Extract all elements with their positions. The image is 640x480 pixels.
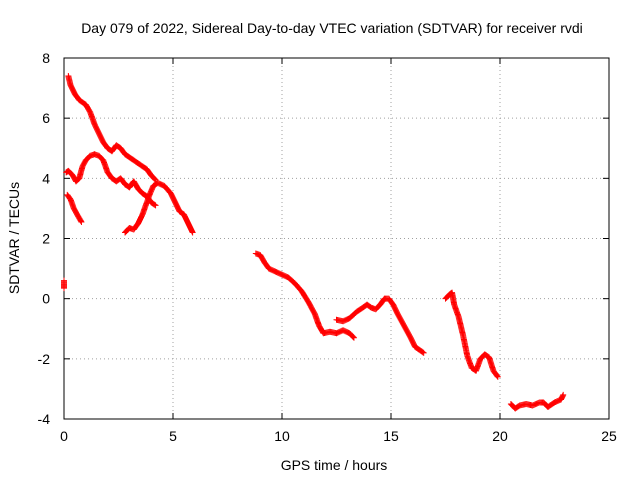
- data-point: [494, 373, 501, 380]
- y-tick-label: -4: [38, 411, 51, 427]
- data-point: [78, 218, 85, 225]
- data-point: [151, 201, 158, 208]
- data-point: [494, 373, 501, 380]
- data-point: [152, 202, 159, 209]
- data-point: [189, 229, 196, 236]
- chart-title: Day 079 of 2022, Sidereal Day-to-day VTE…: [81, 20, 583, 36]
- y-tick-label: 6: [42, 110, 50, 126]
- x-axis-label: GPS time / hours: [281, 457, 388, 473]
- data-point: [560, 391, 567, 398]
- data-point: [350, 334, 357, 341]
- y-tick-label: 8: [42, 50, 50, 66]
- y-tick-label: 2: [42, 231, 50, 247]
- y-tick-label: 4: [42, 170, 50, 186]
- x-tick-label: 5: [169, 428, 177, 444]
- y-tick-label: 0: [42, 291, 50, 307]
- x-tick-label: 15: [383, 428, 399, 444]
- grid-lines: [64, 58, 609, 419]
- data-point: [350, 334, 357, 341]
- data-points: [61, 73, 567, 412]
- y-axis-label: SDTVAR / TECUs: [6, 182, 22, 294]
- x-tick-label: 25: [601, 428, 617, 444]
- data-point: [151, 176, 158, 183]
- tick-labels: 0 5 10 15 20 25 -4 -2 0 2 4 6 8: [38, 50, 617, 444]
- x-tick-label: 10: [274, 428, 290, 444]
- data-point: [77, 218, 84, 225]
- data-point: [419, 349, 426, 356]
- y-tick-label: -2: [38, 351, 51, 367]
- data-point: [420, 349, 427, 356]
- axis-ticks: [63, 57, 610, 420]
- x-tick-label: 20: [492, 428, 508, 444]
- x-tick-label: 0: [60, 428, 68, 444]
- data-point: [61, 285, 67, 292]
